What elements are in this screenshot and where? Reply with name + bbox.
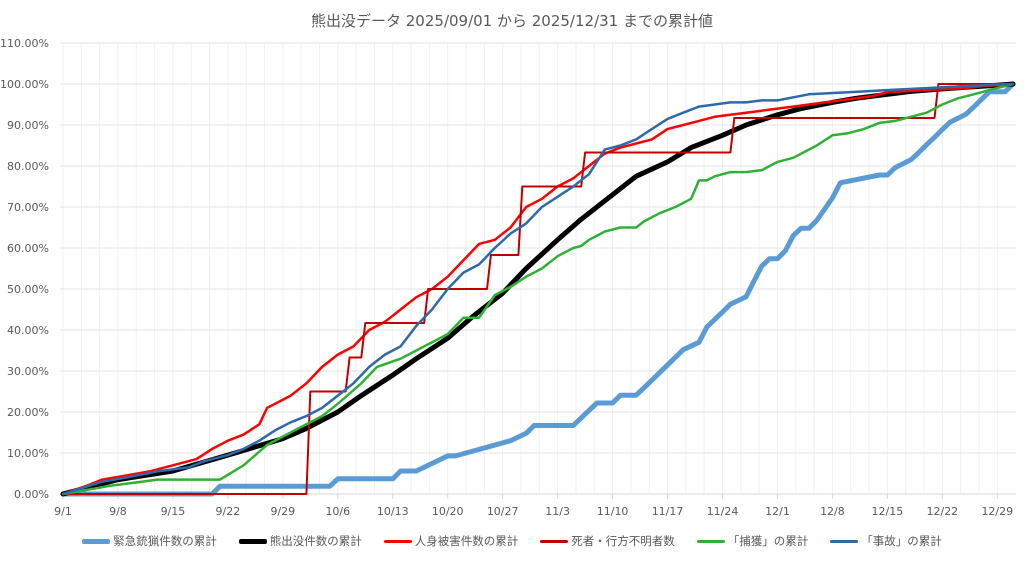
x-tick-label: 11/24 xyxy=(707,505,739,518)
legend-item-3: 死者・行方不明者数 xyxy=(540,533,675,549)
x-tick-label: 9/15 xyxy=(161,505,186,518)
legend-item-0: 緊急銃猟件数の累計 xyxy=(82,533,217,549)
legend-swatch xyxy=(540,539,569,543)
y-tick-label: 30.00% xyxy=(7,365,49,378)
x-tick-label: 11/3 xyxy=(545,505,570,518)
x-tick-label: 10/20 xyxy=(432,505,464,518)
x-tick-label: 11/10 xyxy=(597,505,629,518)
legend-label: 緊急銃猟件数の累計 xyxy=(113,534,217,548)
legend-swatch xyxy=(830,539,859,543)
legend-label: 「事故」の累計 xyxy=(861,534,942,548)
y-tick-label: 110.00% xyxy=(0,37,49,50)
legend-swatch xyxy=(238,538,267,544)
legend-swatch xyxy=(82,538,111,544)
series-line-4 xyxy=(61,82,1015,496)
x-tick-label: 9/22 xyxy=(216,505,241,518)
x-tick-label: 12/15 xyxy=(872,505,904,518)
legend-item-4: 「捕獲」の累計 xyxy=(696,533,809,549)
legend-swatch xyxy=(383,539,412,543)
y-tick-label: 0.00% xyxy=(14,488,49,501)
y-tick-label: 60.00% xyxy=(7,242,49,255)
x-tick-label: 12/8 xyxy=(820,505,845,518)
series-line-5 xyxy=(61,82,1015,496)
series-line-3 xyxy=(62,83,1014,495)
y-tick-label: 50.00% xyxy=(7,283,49,296)
y-tick-label: 90.00% xyxy=(7,119,49,132)
legend-label: 死者・行方不明者数 xyxy=(571,534,675,548)
x-tick-label: 9/8 xyxy=(109,505,127,518)
x-tick-label: 12/1 xyxy=(765,505,790,518)
series-line-0 xyxy=(60,81,1016,497)
x-tick-label: 10/13 xyxy=(377,505,409,518)
legend-label: 人身被害件数の累計 xyxy=(414,534,519,548)
y-tick-label: 40.00% xyxy=(7,324,49,337)
y-tick-label: 20.00% xyxy=(7,406,49,419)
series-line-2 xyxy=(61,82,1015,496)
legend-item-1: 熊出没件数の累計 xyxy=(238,533,362,549)
legend-swatch xyxy=(696,539,725,543)
series-line-1 xyxy=(60,81,1016,497)
legend-label: 熊出没件数の累計 xyxy=(269,534,362,548)
y-tick-label: 10.00% xyxy=(7,447,49,460)
y-tick-label: 100.00% xyxy=(0,78,49,91)
x-tick-label: 11/17 xyxy=(652,505,684,518)
legend: 緊急銃猟件数の累計 熊出没件数の累計 人身被害件数の累計 死者・行方不明者数 「捕獲」の… xyxy=(0,533,1024,549)
x-tick-label: 10/27 xyxy=(487,505,519,518)
legend-item-2: 人身被害件数の累計 xyxy=(383,533,519,549)
x-tick-label: 12/29 xyxy=(981,505,1013,518)
x-tick-label: 10/6 xyxy=(325,505,350,518)
y-tick-label: 70.00% xyxy=(7,201,49,214)
legend-label: 「捕獲」の累計 xyxy=(727,534,809,548)
chart-title: 熊出没データ 2025/09/01 から 2025/12/31 までの累計値 xyxy=(311,12,713,30)
x-tick-label: 9/29 xyxy=(270,505,295,518)
x-tick-label: 9/1 xyxy=(54,505,72,518)
legend-item-5: 「事故」の累計 xyxy=(830,533,942,549)
y-tick-label: 80.00% xyxy=(7,160,49,173)
x-tick-label: 12/22 xyxy=(926,505,958,518)
